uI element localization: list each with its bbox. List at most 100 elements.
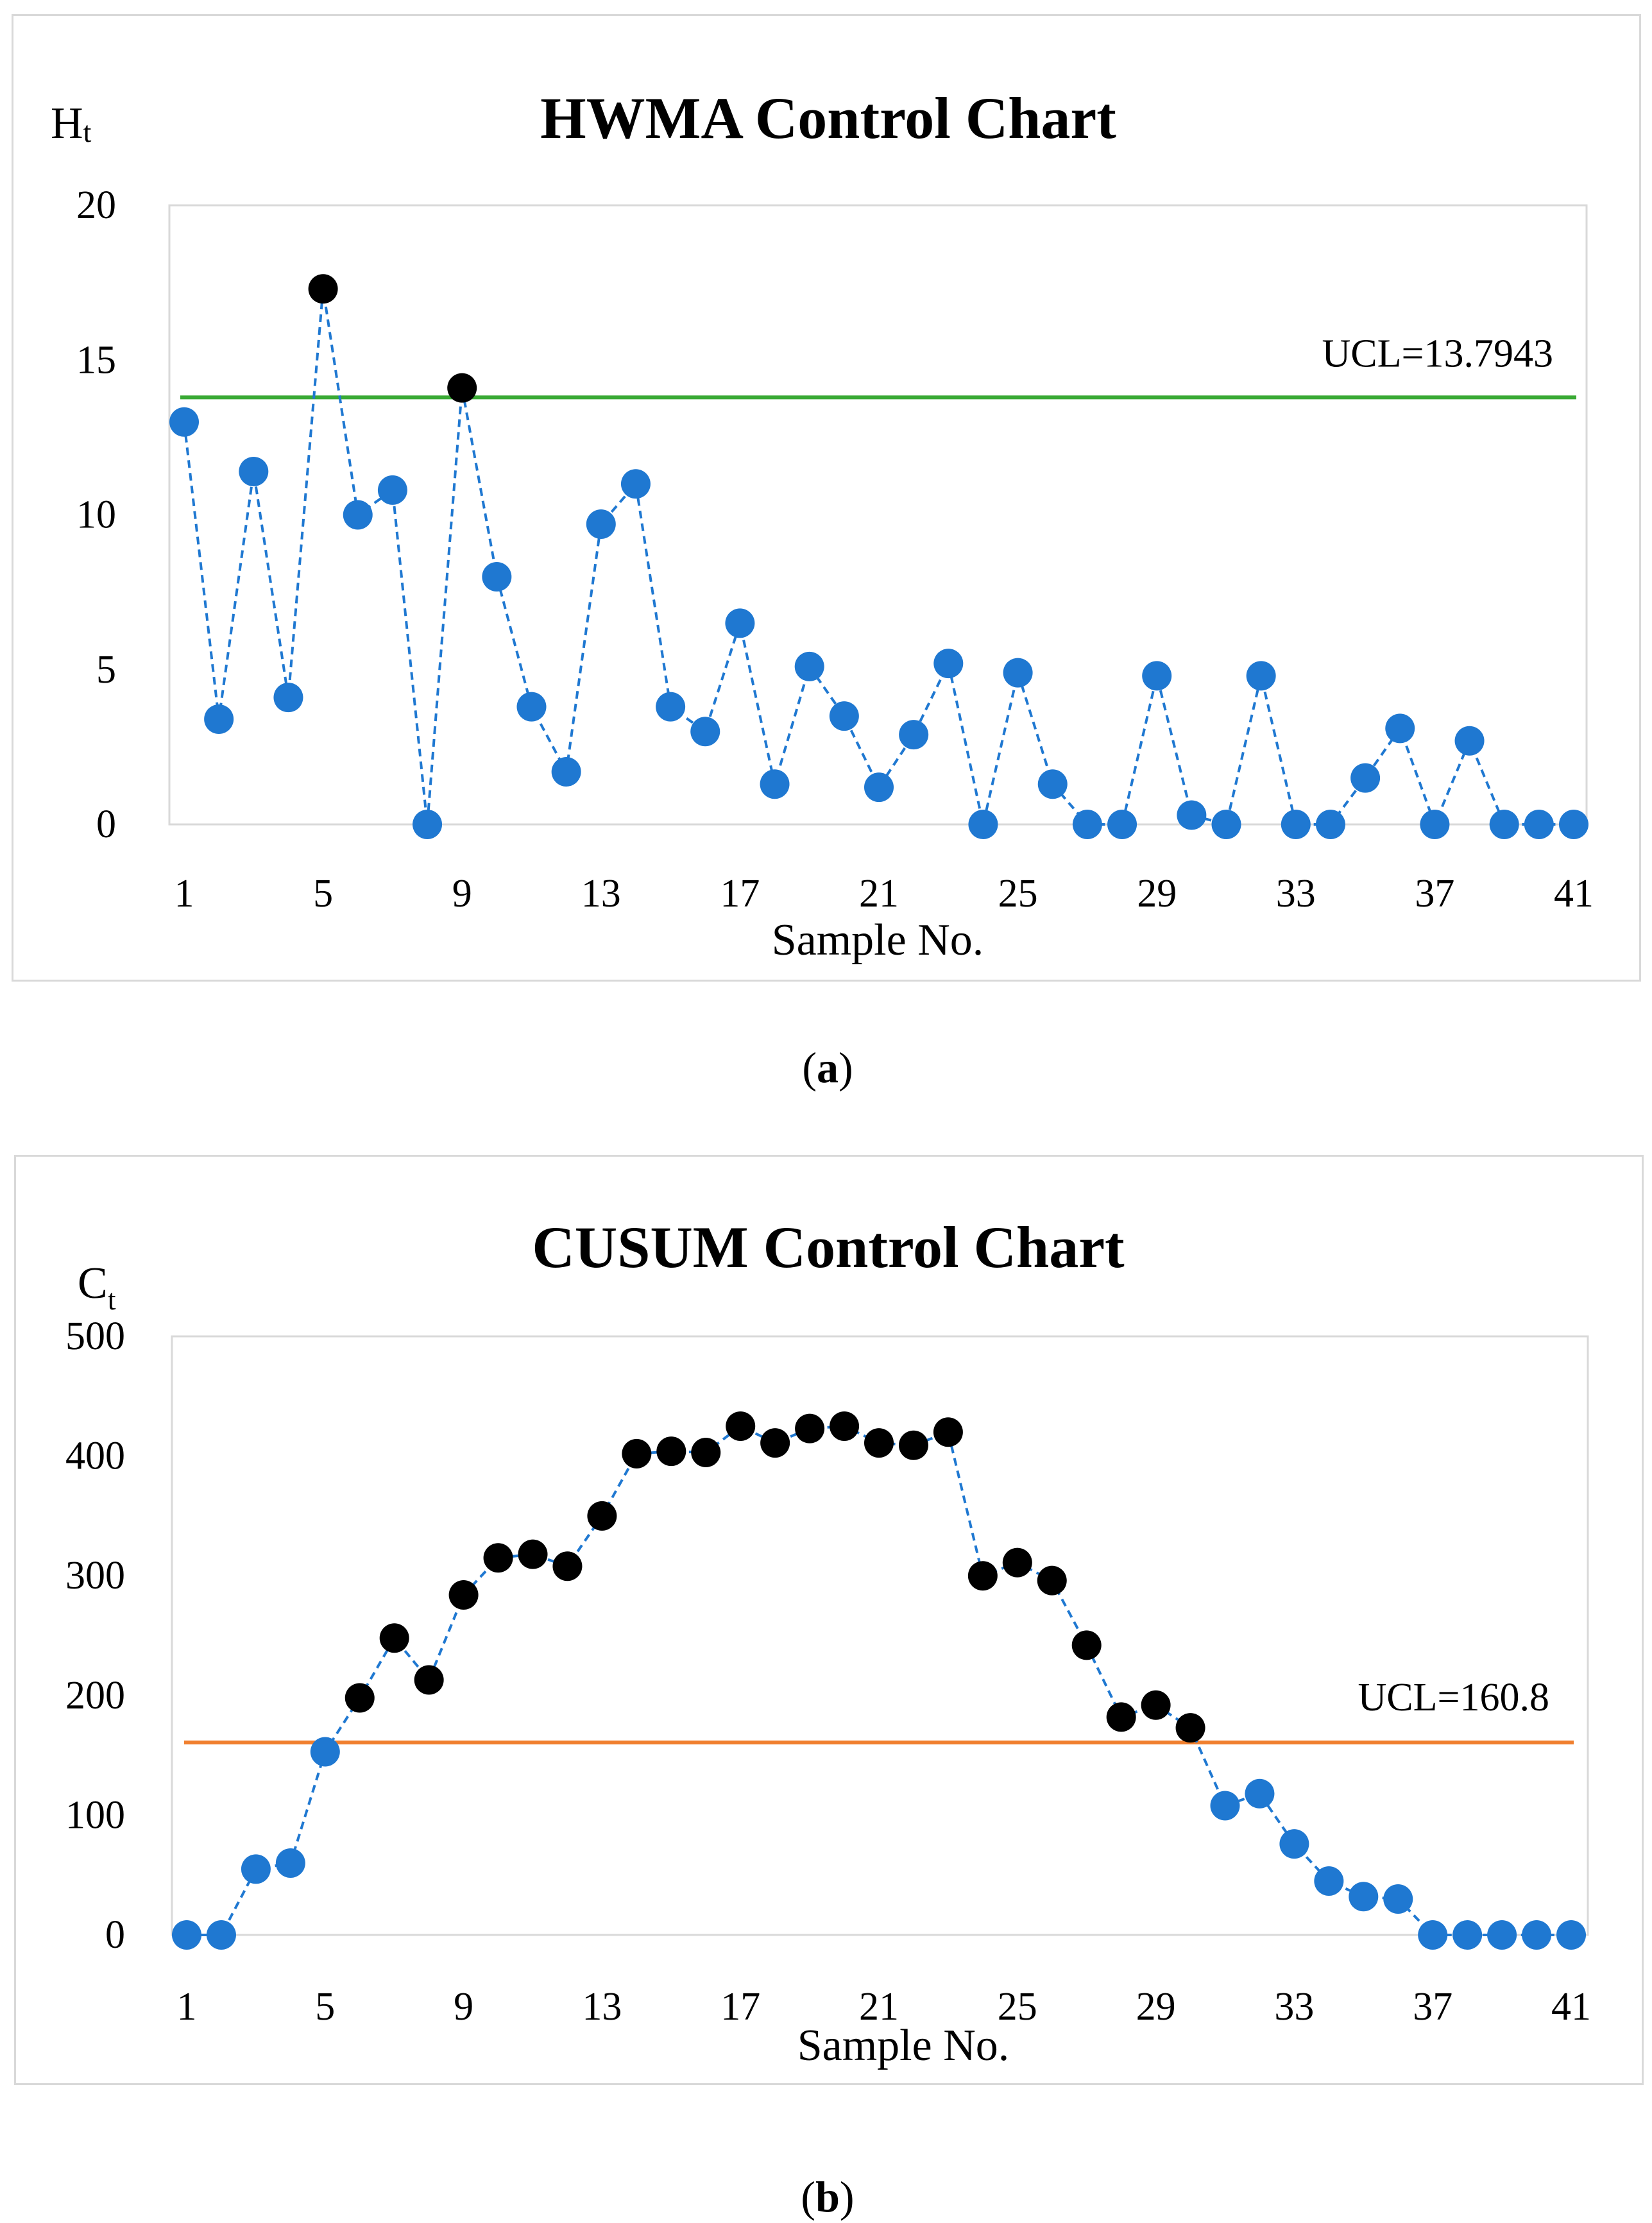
hwma-x-tick-label: 33 [1276,872,1316,916]
cusum-data-point [1556,1920,1586,1950]
cusum-data-point [1210,1791,1240,1821]
caption-b-close: ) [839,2172,855,2221]
hwma-series-line [183,288,1574,828]
caption-a-close: ) [839,1043,853,1092]
hwma-data-point [377,475,407,505]
cusum-data-point [622,1438,652,1469]
hwma-data-point [656,692,686,722]
cusum-data-point [1418,1920,1448,1950]
hwma-data-point [1246,661,1276,691]
hwma-x-tick-label: 13 [581,872,621,916]
caption-a: (a) [763,1043,892,1093]
hwma-ucl-label: UCL=13.7943 [1322,332,1553,375]
hwma-x-tick-label: 41 [1554,872,1594,916]
cusum-data-point [310,1737,340,1767]
hwma-data-point [1385,713,1415,744]
cusum-x-tick-label: 37 [1413,1985,1452,2029]
hwma-data-point [1281,810,1311,839]
cusum-ylabel-sub: t [108,1283,116,1316]
cusum-data-point [1383,1884,1413,1914]
caption-b-open: ( [801,2172,816,2221]
cusum-x-tick-label: 21 [859,1985,899,2029]
cusum-x-tick-label: 25 [998,1985,1037,2029]
hwma-data-point [482,562,512,592]
cusum-data-point [1349,1882,1379,1912]
cusum-data-point [414,1665,444,1695]
cusum-x-tick-label: 33 [1274,1985,1314,2029]
hwma-data-point [1420,810,1450,839]
cusum-data-point [1522,1920,1552,1950]
cusum-chart: CUSUM Control Chart Ct 0 100 200 300 400 500 1 5 9… [65,1214,1591,2070]
hwma-x-tick-label: 17 [720,872,760,916]
cusum-data-point [483,1543,513,1573]
hwma-data-point [1454,726,1485,756]
cusum-x-tick-label: 1 [177,1985,197,2029]
hwma-data-point [864,772,894,803]
hwma-x-tick-label: 21 [859,872,899,916]
cusum-x-tick-label: 41 [1551,1985,1591,2029]
cusum-data-point [795,1413,825,1444]
cusum-data-point [933,1417,963,1447]
hwma-data-point [1177,800,1207,830]
cusum-data-point [1002,1547,1032,1578]
hwma-data-point [447,373,477,403]
hwma-data-point [968,810,998,839]
cusum-x-tick-label: 29 [1136,1985,1176,2029]
cusum-data-point [830,1411,860,1441]
cusum-data-point [241,1854,271,1884]
cusum-y-tick-label: 400 [65,1435,125,1478]
cusum-plot-area [171,1335,1589,1936]
hwma-data-point [725,608,755,638]
hwma-data-point [933,649,964,679]
hwma-data-point [1037,769,1068,799]
cusum-data-point [345,1683,375,1713]
hwma-x-tick-label: 25 [998,872,1038,916]
caption-a-open: ( [802,1043,817,1092]
hwma-y-tick-label: 20 [76,183,116,227]
cusum-x-tick-label: 5 [315,1985,335,2029]
hwma-x-tick-label: 9 [452,872,472,916]
cusum-data-point [1487,1920,1517,1950]
cusum-ylabel-main: C [78,1259,108,1308]
cusum-data-point [206,1920,236,1950]
hwma-data-point [1524,810,1554,839]
cusum-data-point [518,1539,548,1569]
cusum-data-point [552,1551,583,1581]
hwma-data-point [1559,810,1588,839]
cusum-data-point [864,1428,894,1458]
hwma-x-tick-label: 29 [1137,872,1177,916]
cusum-ylabel: Ct [78,1259,116,1316]
hwma-y-tick-label: 15 [76,338,116,382]
hwma-y-tick-label: 5 [96,648,116,692]
cusum-data-point [587,1501,617,1531]
hwma-y-tick-label: 10 [76,493,116,537]
hwma-data-point [169,407,199,437]
cusum-y-tick-label: 200 [65,1674,125,1717]
hwma-ylabel-sub: t [83,115,92,148]
hwma-data-point [1072,810,1102,839]
hwma-data-point [1315,810,1345,839]
cusum-y-tick-label: 0 [105,1913,125,1957]
hwma-ylabel-main: H [51,99,83,148]
cusum-y-tick-label: 300 [65,1554,125,1597]
hwma-data-point [204,704,234,734]
cusum-data-point [1071,1630,1102,1660]
hwma-data-point [1107,810,1137,839]
hwma-x-tick-label: 5 [313,872,333,916]
hwma-data-point [586,509,616,539]
hwma-data-point [343,500,373,530]
cusum-ucl-label: UCL=160.8 [1358,1676,1549,1719]
cusum-data-point [1141,1690,1171,1720]
hwma-data-point [551,756,581,787]
hwma-title: HWMA Control Chart [540,85,1116,151]
hwma-data-point [1003,658,1033,688]
hwma-data-point [690,717,720,747]
hwma-x-tick-label: 37 [1415,872,1454,916]
cusum-data-point [1037,1565,1067,1596]
cusum-data-point [967,1561,998,1591]
cusum-data-point [1245,1778,1275,1809]
hwma-y-tick-label: 0 [96,803,116,846]
hwma-plot-area [168,204,1588,826]
cusum-xlabel: Sample No. [797,2021,1010,2070]
